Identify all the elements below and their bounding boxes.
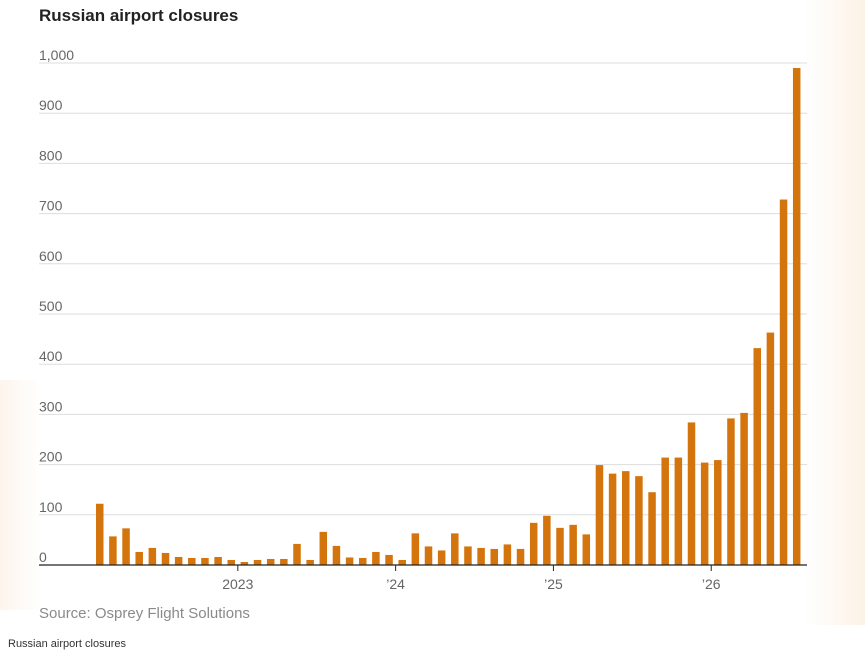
bar	[661, 457, 669, 565]
bar	[280, 558, 288, 565]
bar	[700, 462, 709, 565]
bar	[135, 551, 143, 565]
bar	[96, 503, 104, 565]
bar	[293, 543, 301, 565]
bar	[687, 422, 696, 565]
x-tick-label: ’26	[702, 576, 721, 592]
bar	[253, 559, 262, 565]
y-tick-label: 100	[39, 499, 63, 515]
bar	[437, 550, 446, 565]
y-tick-label: 900	[39, 97, 63, 113]
chart-title: Russian airport closures	[39, 6, 239, 25]
x-tick-label: 2023	[222, 576, 253, 592]
bar	[161, 552, 170, 565]
bar	[569, 524, 577, 565]
bar	[266, 558, 275, 565]
bar	[477, 547, 485, 565]
background-glow-left	[0, 380, 40, 610]
bar	[582, 534, 591, 565]
bar	[109, 536, 117, 565]
y-tick-label: 200	[39, 449, 63, 465]
bar	[332, 545, 341, 565]
bar	[345, 557, 354, 565]
bar	[529, 522, 538, 565]
y-tick-label: 600	[39, 248, 63, 264]
bar	[556, 527, 564, 565]
bar	[516, 548, 525, 565]
bar	[543, 515, 551, 565]
bar	[385, 554, 393, 565]
bar	[727, 418, 735, 565]
bar	[464, 546, 472, 565]
bar	[490, 548, 498, 565]
bar	[227, 559, 235, 565]
bar	[201, 557, 209, 565]
bar	[753, 348, 761, 565]
bar	[359, 557, 367, 565]
bar	[648, 492, 656, 565]
x-axis-ticks: 2023 ’24 ’25 ’26	[222, 565, 721, 592]
y-tick-label: 300	[39, 398, 63, 414]
bar	[306, 559, 314, 565]
bar	[595, 465, 604, 565]
bar	[779, 199, 788, 565]
bar	[319, 531, 328, 565]
bar	[451, 533, 459, 565]
bar	[766, 332, 775, 565]
y-tick-label: 500	[39, 298, 63, 314]
bar	[503, 544, 512, 565]
background-glow-right	[805, 0, 865, 625]
bar	[398, 559, 406, 565]
bar	[240, 561, 249, 565]
image-caption: Russian airport closures	[8, 638, 126, 650]
bar	[622, 471, 630, 565]
bar	[214, 556, 222, 565]
y-tick-label: 400	[39, 348, 63, 364]
bar	[792, 68, 801, 566]
bar	[174, 556, 183, 565]
y-axis-ticks: 0 100 200 300 400 500 600 700 800 900 1,000	[39, 47, 74, 565]
y-tick-label: 1,000	[39, 47, 74, 63]
bar	[424, 546, 433, 565]
bar	[188, 557, 196, 565]
y-tick-label: 0	[39, 549, 47, 565]
bar	[411, 533, 420, 565]
x-tick-label: ’25	[544, 576, 563, 592]
y-tick-label: 800	[39, 147, 63, 163]
bar	[674, 457, 683, 565]
bar	[635, 476, 643, 565]
bar	[608, 473, 617, 565]
bar-chart: 0 100 200 300 400 500 600 700 800 900 1,000 2023 ’2…	[39, 47, 807, 592]
bar	[372, 551, 380, 565]
bar	[122, 528, 130, 565]
bar	[714, 460, 722, 565]
bars	[96, 68, 801, 566]
bar	[740, 412, 748, 565]
x-tick-label: ’24	[386, 576, 405, 592]
source-note: Source: Osprey Flight Solutions	[39, 605, 250, 622]
y-tick-label: 700	[39, 198, 63, 214]
bar	[148, 547, 157, 565]
gridlines	[39, 62, 807, 516]
